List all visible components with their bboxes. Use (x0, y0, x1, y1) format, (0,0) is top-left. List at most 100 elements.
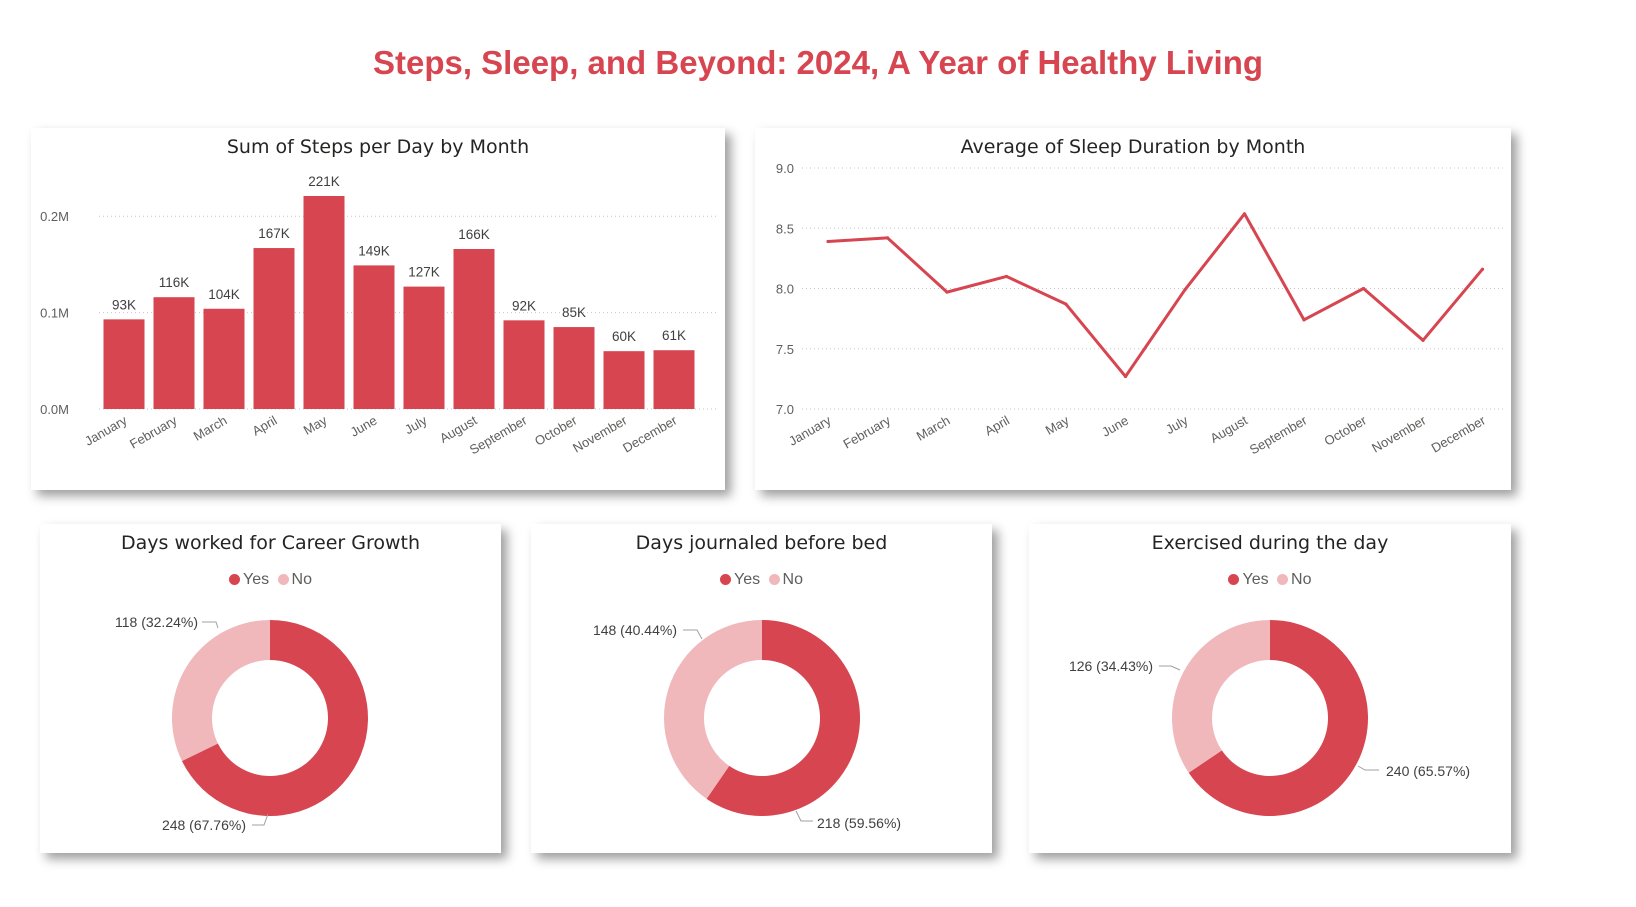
y-tick-label: 9.0 (776, 161, 794, 176)
legend-item-no[interactable]: No (1277, 571, 1312, 589)
legend-item-yes[interactable]: Yes (1228, 571, 1269, 589)
y-tick-label: 8.0 (776, 282, 794, 297)
career-donut-card[interactable]: Days worked for Career Growth Yes No 248… (40, 524, 501, 853)
donut-data-label: 218 (59.56%) (817, 815, 901, 831)
journal-donut-title: Days journaled before bed (635, 532, 888, 554)
x-tick-label: May (1043, 412, 1072, 438)
x-tick-label: July (1163, 412, 1191, 437)
y-tick-label: 0.2M (40, 209, 69, 224)
bar-data-label: 104K (208, 287, 240, 302)
x-tick-label: April (249, 413, 279, 439)
bar (153, 297, 195, 409)
exercise-donut-title: Exercised during the day (1151, 532, 1389, 554)
leader-line (1159, 665, 1181, 671)
donut-data-label: 118 (32.24%) (115, 614, 198, 630)
leader-line (1357, 765, 1379, 771)
bar (453, 249, 495, 409)
donut-data-label: 126 (34.43%) (1069, 658, 1153, 674)
x-tick-label: December (1429, 412, 1489, 455)
bar (303, 196, 345, 409)
bar (353, 265, 395, 409)
bar-data-label: 221K (308, 174, 340, 189)
sleep-line-chart: 7.0 7.5 8.0 8.5 9.0 January February March April… (776, 161, 1505, 457)
donut-slice-no (664, 620, 762, 799)
exercise-legend: Yes No (1029, 571, 1511, 589)
x-tick-label: October (1321, 412, 1369, 448)
career-donut-chart: 248 (67.76%) 118 (32.24%) (115, 614, 368, 833)
legend-item-yes[interactable]: Yes (719, 571, 761, 589)
x-tick-label: December (620, 412, 680, 455)
bar (553, 327, 595, 409)
bar (203, 308, 245, 409)
y-tick-label: 7.5 (776, 342, 794, 357)
bar (653, 350, 695, 409)
exercise-donut-card[interactable]: Exercised during the day Yes No 240 (65.… (1029, 524, 1511, 853)
legend-yes-label: Yes (733, 571, 761, 588)
legend-no-label: No (291, 571, 312, 588)
donut-slice-yes (1188, 620, 1368, 816)
donut-slice-yes (181, 620, 368, 816)
x-tick-label: April (982, 413, 1012, 439)
donut-data-label: 148 (40.44%) (593, 622, 677, 638)
steps-bar-chart: 0.0M 0.1M 0.2M 93K January 116K February 104K Ma… (40, 174, 716, 457)
bar (253, 248, 295, 409)
donut-data-label: 248 (67.76%) (162, 817, 246, 833)
y-tick-label: 0.0M (40, 402, 69, 417)
career-legend: Yes No (40, 571, 501, 589)
x-tick-label: November (1369, 412, 1429, 455)
x-tick-label: February (127, 412, 180, 451)
bar-data-label: 85K (562, 305, 586, 320)
x-tick-label: March (914, 413, 953, 444)
x-tick-label: January (786, 412, 834, 448)
legend-yes-marker (1228, 574, 1240, 585)
bar (503, 320, 545, 409)
bar (103, 319, 145, 409)
steps-chart-card[interactable]: Sum of Steps per Day by Month 0.0M 0.1M 0.… (31, 128, 725, 490)
legend-yes-label: Yes (1242, 571, 1269, 588)
leader-line (202, 621, 219, 629)
sleep-chart-card[interactable]: Average of Sleep Duration by Month 7.0 7.… (755, 128, 1511, 490)
x-tick-label: July (402, 412, 430, 437)
dashboard-title: Steps, Sleep, and Beyond: 2024, A Year o… (372, 44, 1264, 81)
legend-no-marker (1277, 574, 1289, 585)
y-tick-label: 0.1M (40, 306, 69, 321)
leader-line (252, 813, 269, 826)
x-tick-label: February (840, 412, 893, 451)
series-line (827, 212, 1484, 378)
x-tick-label: August (1207, 412, 1250, 445)
legend-no-label: No (1291, 571, 1312, 588)
legend-no-label: No (782, 571, 803, 588)
sleep-chart-title: Average of Sleep Duration by Month (960, 136, 1306, 158)
legend-yes-marker (228, 574, 240, 585)
legend-item-no[interactable]: No (768, 571, 803, 589)
legend-yes-label: Yes (242, 571, 270, 588)
x-tick-label: January (82, 412, 130, 448)
bar-data-label: 93K (112, 297, 136, 312)
bar-data-label: 149K (358, 243, 390, 258)
x-tick-label: September (1247, 412, 1310, 457)
donut-slice-no (172, 620, 270, 762)
y-tick-label: 7.0 (776, 402, 794, 417)
x-tick-label: June (1099, 413, 1131, 440)
x-tick-label: March (191, 413, 230, 444)
bar-data-label: 116K (159, 275, 190, 290)
journal-donut-chart: 218 (59.56%) 148 (40.44%) (593, 620, 901, 831)
legend-no-marker (277, 574, 289, 585)
exercise-donut-chart: 240 (65.57%) 126 (34.43%) (1069, 620, 1470, 816)
journal-legend: Yes No (531, 571, 992, 589)
bar (603, 351, 645, 409)
legend-item-yes[interactable]: Yes (228, 571, 270, 589)
legend-no-marker (768, 574, 780, 585)
donut-data-label: 240 (65.57%) (1386, 763, 1470, 779)
bar-data-label: 167K (258, 226, 290, 241)
leader-line (683, 629, 703, 640)
journal-donut-card[interactable]: Days journaled before bed Yes No 218 (59… (531, 524, 992, 853)
legend-item-no[interactable]: No (277, 571, 312, 589)
y-tick-label: 8.5 (776, 221, 794, 236)
bar-data-label: 92K (512, 298, 536, 313)
donut-slice-no (1172, 620, 1270, 773)
steps-chart-title: Sum of Steps per Day by Month (226, 136, 530, 158)
bar (403, 286, 445, 409)
bar-data-label: 60K (612, 329, 636, 344)
bar-data-label: 166K (458, 227, 490, 242)
